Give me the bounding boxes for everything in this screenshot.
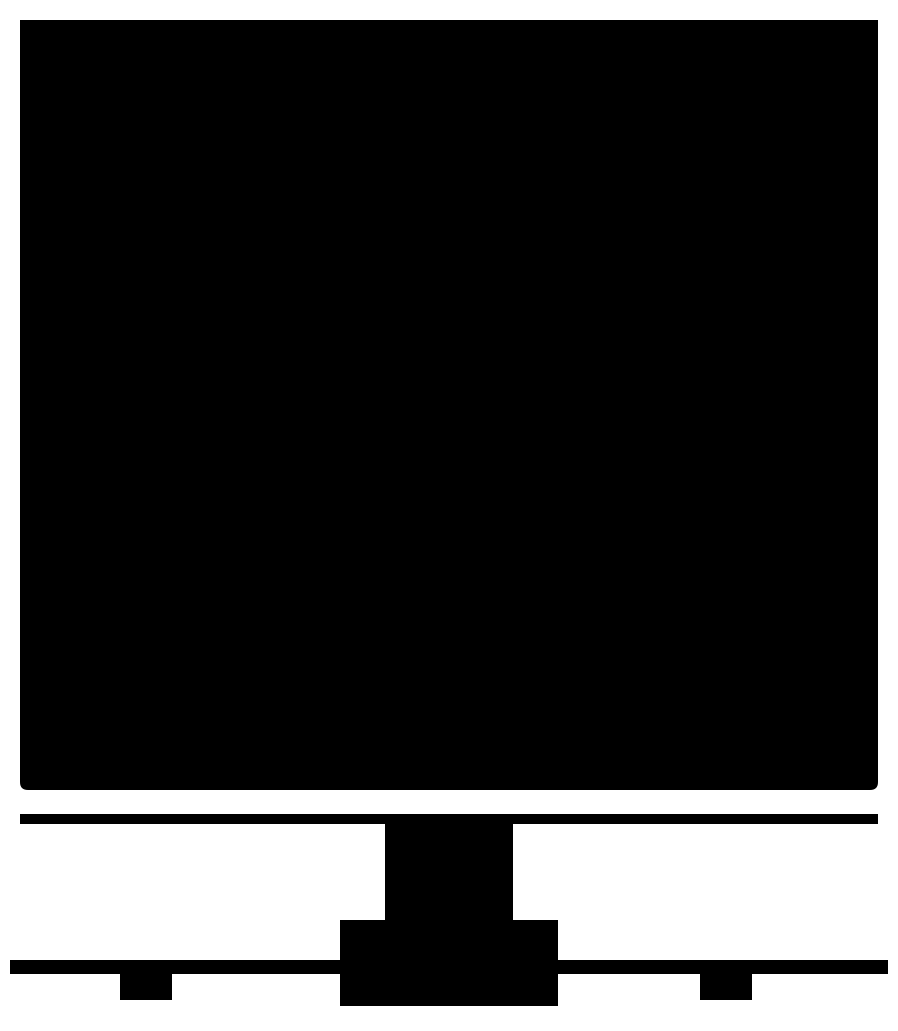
monitor-silhouette-svg <box>0 0 898 1026</box>
computer-monitor-icon <box>0 0 898 1026</box>
